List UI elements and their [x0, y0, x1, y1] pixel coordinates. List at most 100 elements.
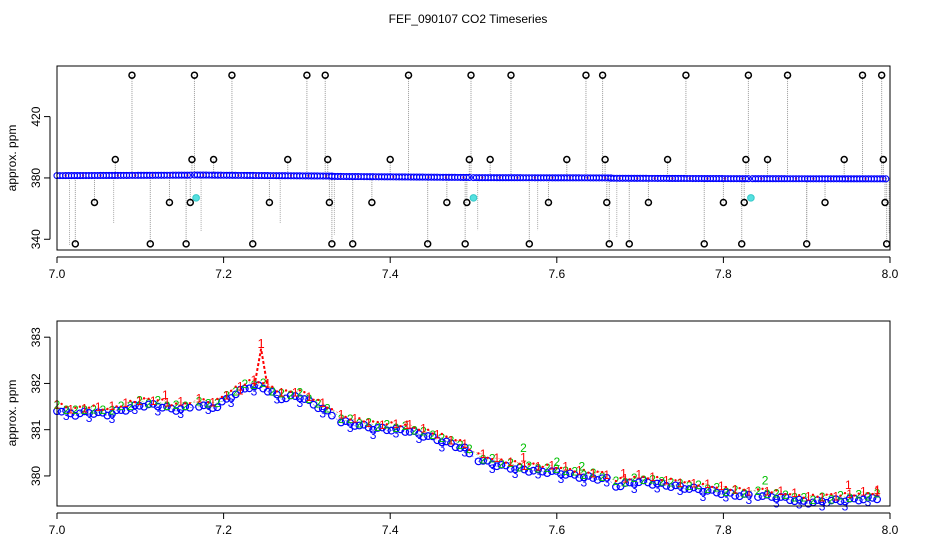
series-1-dot [417, 428, 421, 432]
series-2-label: 2 [365, 416, 372, 430]
spike-point [682, 71, 690, 79]
series-3-point [213, 403, 222, 412]
series-3-point [579, 473, 588, 482]
series-1-dot [839, 494, 842, 497]
series-1-label: 1 [338, 407, 345, 421]
series-2-highlight: 2 [520, 441, 527, 455]
series-3-point [772, 494, 781, 503]
series-2-label: 2 [622, 476, 629, 490]
bottom-x-tick-label: 7.8 [715, 523, 732, 537]
spike-point [598, 71, 607, 79]
series-1-dot [468, 448, 471, 451]
series-3-point [547, 467, 556, 476]
series-2-highlight: 2 [578, 460, 585, 474]
series-3-point [231, 390, 240, 399]
series-1-dot [775, 489, 778, 492]
series-1-dot [403, 423, 407, 426]
series-3-point [653, 479, 662, 488]
series-2-label: 2 [535, 461, 542, 475]
series-1-label: 1 [603, 468, 610, 482]
top-x-tick-label: 7.8 [715, 267, 732, 281]
series-2-label: 2 [516, 460, 523, 474]
series-3-point [831, 495, 840, 504]
series-3-label: 3 [512, 467, 519, 481]
bottom-x-tick-label: 7.2 [215, 523, 232, 537]
series-1-dot [770, 491, 773, 494]
baseline-point [879, 175, 887, 183]
series-3-point [387, 426, 396, 435]
series-1-dot [101, 408, 105, 412]
series-1-label: 1 [562, 460, 569, 474]
spike-point [525, 240, 534, 248]
spike-point [465, 155, 474, 164]
series-1-highlight: 1 [404, 418, 411, 432]
series-2-label: 2 [90, 402, 97, 416]
series-1-dot [852, 494, 856, 497]
series-3-point [364, 423, 373, 432]
series-1-label: 1 [636, 468, 643, 482]
series-3-point [442, 437, 451, 446]
series-3-point [804, 499, 813, 508]
series-3-point [754, 493, 762, 501]
series-3-point [873, 495, 881, 504]
top-y-tick-label: 380 [29, 168, 43, 188]
series-1-dot [816, 495, 819, 498]
series-3-label: 3 [132, 403, 139, 417]
series-2-label: 2 [306, 392, 313, 406]
series-1-dot [642, 475, 645, 479]
series-3-point [80, 407, 89, 416]
spike-point [744, 71, 753, 79]
series-1-dot [74, 406, 77, 410]
spike-point [802, 240, 811, 248]
series-3-point [456, 444, 465, 452]
series-1-dot [316, 398, 320, 402]
spike-point [840, 155, 848, 164]
series-3-point [488, 460, 497, 469]
spike-point [783, 71, 792, 79]
series-3-label: 3 [865, 495, 872, 509]
spike-point [283, 155, 292, 164]
spike-point [644, 198, 653, 207]
series-2-label: 2 [723, 485, 730, 499]
series-3-point [89, 410, 98, 418]
series-2-label: 2 [127, 399, 134, 413]
series-1-dot [390, 421, 393, 424]
series-1-dot [633, 475, 636, 479]
series-3-label: 3 [205, 403, 212, 417]
series-1-label: 1 [778, 484, 785, 498]
series-1-dot [87, 406, 91, 409]
series-1-dot [724, 485, 728, 489]
series-3-point [534, 465, 542, 474]
series-1-dot [500, 458, 503, 461]
series-3-point [662, 481, 671, 490]
series-2-label: 2 [136, 394, 143, 408]
series-1-label: 1 [319, 396, 326, 410]
series-2-label: 2 [581, 468, 588, 482]
series-3-point [520, 465, 529, 474]
series-1-dot [78, 405, 82, 408]
spike-point [165, 198, 174, 207]
series-2-label: 2 [232, 385, 239, 399]
series-3-label: 3 [581, 475, 588, 489]
series-3-label: 3 [439, 440, 446, 454]
series-1-label: 1 [576, 464, 583, 478]
bottom-plot-frame [56, 320, 891, 507]
spike-point [601, 155, 609, 164]
series-1-label: 1 [860, 485, 867, 499]
spike-point [700, 240, 708, 248]
series-1-label: 1 [677, 476, 684, 490]
series-1-dot [142, 397, 146, 400]
series-3-point [277, 395, 286, 404]
series-1-dot [504, 461, 508, 464]
series-1-dot [358, 417, 361, 420]
spike-point [328, 240, 336, 248]
series-2-label: 2 [439, 431, 446, 445]
series-1-dot [399, 425, 402, 428]
series-3-point [199, 401, 208, 410]
series-3-point [460, 443, 469, 452]
series-2-label: 2 [819, 490, 826, 504]
spike-point [182, 240, 190, 248]
series-3-point [621, 479, 630, 487]
series-1-dot [871, 492, 874, 496]
